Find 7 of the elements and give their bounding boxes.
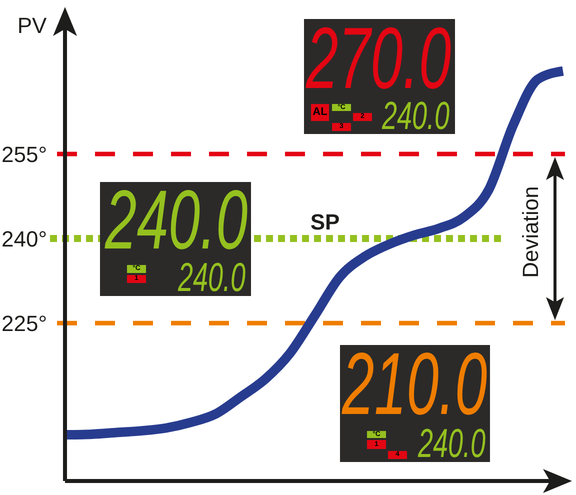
indicator-tag: AL: [311, 104, 329, 121]
ref-line-label: SP: [310, 210, 340, 235]
y-tick-label: 240°: [1, 226, 47, 252]
annotation: Deviation: [518, 186, 543, 278]
y-tick-label: 255°: [1, 142, 47, 167]
y-axis-title: PV: [17, 13, 47, 38]
y-tick-label: 225°: [1, 310, 47, 336]
